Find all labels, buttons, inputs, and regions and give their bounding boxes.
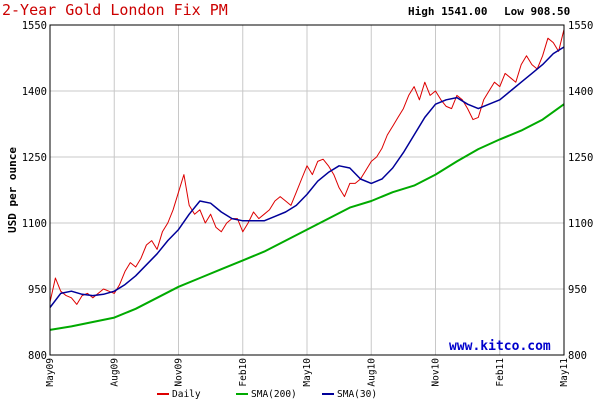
legend-label-daily: Daily bbox=[172, 389, 201, 400]
x-tick-label: May11 bbox=[559, 358, 570, 387]
series-line-sma200 bbox=[49, 103, 565, 331]
y-tick-label-left: 1400 bbox=[22, 86, 47, 98]
series-line-sma30 bbox=[49, 46, 565, 308]
x-tick-label: Aug10 bbox=[366, 358, 377, 387]
x-tick-label: Feb11 bbox=[495, 358, 506, 387]
y-tick-label-left: 800 bbox=[28, 350, 47, 362]
x-tick-label: May09 bbox=[45, 358, 56, 387]
y-tick-label-left: 1550 bbox=[22, 20, 47, 32]
series-line-daily bbox=[49, 29, 565, 305]
plot-frame bbox=[49, 24, 565, 356]
y-tick-label-right: 1250 bbox=[568, 152, 593, 164]
x-tick-label: Aug09 bbox=[109, 358, 120, 387]
x-tick-label: May10 bbox=[302, 358, 313, 387]
y-tick-label-left: 1100 bbox=[22, 218, 47, 230]
watermark: www.kitco.com bbox=[449, 339, 551, 354]
x-tick-label: Nov09 bbox=[174, 358, 185, 387]
y-tick-label-right: 1100 bbox=[568, 218, 593, 230]
y-tick-label-right: 1550 bbox=[568, 20, 593, 32]
axis-labels: 800 800 950 950 1100 1100 1250 1250 1400 1400 1550… bbox=[22, 20, 594, 387]
legend-label-sma200: SMA(200) bbox=[251, 389, 297, 400]
legend-label-sma30: SMA(30) bbox=[337, 389, 377, 400]
y-tick-label-right: 1400 bbox=[568, 86, 593, 98]
high-label: High 1541.00 bbox=[408, 5, 487, 18]
series-lines bbox=[49, 29, 565, 331]
x-tick-label: Nov10 bbox=[431, 358, 442, 387]
y-tick-label-left: 950 bbox=[28, 284, 47, 296]
y-tick-label-left: 1250 bbox=[22, 152, 47, 164]
chart-title: 2-Year Gold London Fix PM bbox=[2, 1, 228, 19]
x-tick-label: Feb10 bbox=[238, 358, 249, 387]
y-axis-label: USD per ounce bbox=[6, 147, 19, 233]
y-tick-label-right: 800 bbox=[568, 350, 587, 362]
low-label: Low 908.50 bbox=[504, 5, 570, 18]
y-tick-label-right: 950 bbox=[568, 284, 587, 296]
legend: Daily SMA(200) SMA(30) bbox=[157, 389, 377, 400]
